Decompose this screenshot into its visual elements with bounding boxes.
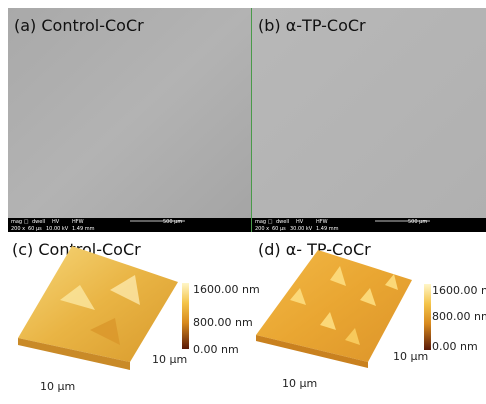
axis-label: 10 µm xyxy=(152,353,187,366)
info-header: dwell xyxy=(276,219,289,225)
info-header: mag □ xyxy=(255,219,273,225)
colorbar-label: 1600.00 nm xyxy=(193,283,260,296)
sem-image xyxy=(8,8,251,232)
colorbar-label: 800.00 nm xyxy=(432,310,486,323)
info-value: 30.00 kV xyxy=(290,226,313,232)
colorbar xyxy=(182,283,189,349)
info-header: HFW xyxy=(316,219,328,225)
figure: (a) Control-CoCr mag □ dwell HV HFW 200 … xyxy=(0,0,486,404)
colorbar-label: 800.00 nm xyxy=(193,316,253,329)
scale-label: 500 µm xyxy=(163,219,182,225)
axis-label: 10 µm xyxy=(40,380,75,393)
axis-label: 10 µm xyxy=(393,350,428,363)
info-value: 60 µs xyxy=(28,226,42,232)
info-value: 10.00 kV xyxy=(46,226,69,232)
info-value: 200 x xyxy=(11,226,25,232)
info-header: HV xyxy=(296,219,304,225)
info-header: dwell xyxy=(32,219,45,225)
scale-label: 500 µm xyxy=(408,219,427,225)
info-header: HV xyxy=(52,219,60,225)
panel-label: (a) Control-CoCr xyxy=(14,16,144,35)
colorbar-label: 0.00 nm xyxy=(193,343,239,356)
info-value: 1.49 mm xyxy=(316,226,339,232)
colorbar-label: 1600.00 nm xyxy=(432,284,486,297)
panel-label: (b) α-TP-CoCr xyxy=(258,16,366,35)
colorbar-label: 0.00 nm xyxy=(432,340,478,353)
sem-image xyxy=(252,8,486,232)
colorbar xyxy=(424,284,431,350)
info-value: 1.49 mm xyxy=(72,226,95,232)
axis-label: 10 µm xyxy=(282,377,317,390)
info-header: HFW xyxy=(72,219,84,225)
info-value: 200 x xyxy=(255,226,269,232)
info-value: 60 µs xyxy=(272,226,286,232)
info-header: mag □ xyxy=(11,219,29,225)
